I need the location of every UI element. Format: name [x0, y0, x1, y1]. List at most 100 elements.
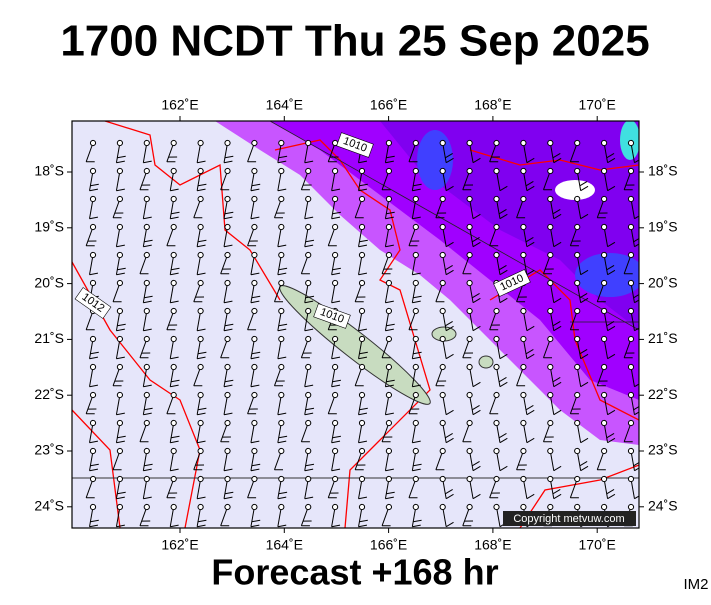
wind-barb: [115, 503, 125, 528]
barb-flag: [277, 328, 287, 332]
barb-station: [493, 391, 500, 399]
wind-barb: [331, 195, 341, 220]
wind-barb: [600, 139, 616, 164]
wind-barb: [439, 391, 454, 416]
wind-barb: [381, 335, 392, 359]
wind-barb: [358, 167, 368, 192]
wind-barb: [600, 223, 616, 248]
barb-station: [547, 363, 554, 371]
wind-barb: [247, 139, 258, 163]
barb-flag: [518, 464, 527, 466]
barb-flag: [331, 216, 341, 220]
barb-flag: [251, 463, 261, 467]
barb-staff: [115, 394, 121, 415]
barb-station: [439, 195, 446, 203]
barb-flag: [223, 160, 233, 164]
barb-station: [466, 195, 473, 203]
barb-station: [170, 503, 177, 511]
barb-flag: [276, 212, 285, 214]
barb-flag: [607, 157, 616, 164]
barb-flag: [386, 323, 395, 327]
wind-barb: [542, 335, 554, 359]
barb-staff: [358, 394, 363, 415]
barb-station: [197, 279, 204, 287]
wind-barb: [142, 139, 152, 164]
barb-station: [251, 139, 258, 147]
barb-staff: [384, 226, 390, 247]
wind-barb: [193, 363, 204, 387]
barb-flag: [491, 492, 500, 494]
wind-barb: [115, 419, 126, 444]
barb-staff: [469, 478, 474, 499]
lat-label: 24˚S: [34, 498, 64, 514]
wind-barb: [304, 139, 314, 164]
wind-barb: [493, 195, 508, 220]
barb-flag: [170, 356, 179, 360]
barb-flag: [526, 437, 535, 444]
barb-flag: [278, 435, 288, 439]
barb-flag: [462, 357, 472, 359]
wind-barb: [600, 419, 616, 444]
barb-staff: [115, 310, 121, 331]
barb-flag: [580, 185, 589, 192]
boundary: [519, 464, 639, 528]
barb-flag: [116, 524, 125, 528]
wind-barb: [142, 279, 153, 304]
barb-staff: [142, 226, 148, 247]
wind-barb: [139, 335, 151, 359]
barb-flag: [143, 412, 152, 416]
barb-flag: [580, 465, 589, 472]
barb-staff: [115, 170, 121, 191]
barb-flag: [358, 188, 368, 192]
barb-station: [520, 167, 527, 175]
barb-flag: [304, 384, 314, 388]
barb-flag: [412, 524, 421, 528]
barb-station: [197, 391, 204, 399]
barb-station: [574, 139, 581, 147]
barb-staff: [250, 282, 255, 303]
barb-station: [385, 139, 392, 147]
wind-barb: [489, 139, 500, 163]
barb-station: [278, 363, 285, 371]
barb-flag: [445, 264, 453, 271]
barb-flag: [114, 212, 124, 214]
lat-label: 20˚S: [34, 274, 64, 290]
barb-staff: [522, 226, 528, 247]
lon-label: 162˚E: [161, 537, 198, 553]
barb-staff: [196, 338, 202, 359]
barb-staff: [411, 366, 417, 387]
wind-barb: [514, 532, 532, 557]
isobar-label-box: [313, 303, 351, 329]
barb-flag: [358, 160, 368, 164]
barb-station: [224, 335, 231, 343]
barb-station: [412, 251, 419, 259]
barb-staff: [381, 254, 390, 274]
barb-flag: [580, 297, 589, 304]
barb-station: [224, 503, 231, 511]
barb-station: [117, 532, 124, 539]
barb-flag: [332, 547, 340, 551]
barb-station: [143, 251, 150, 259]
barb-flag: [472, 157, 481, 164]
barb-staff: [569, 394, 578, 414]
barb-station: [90, 532, 96, 538]
barb-station: [170, 391, 177, 399]
barb-flag: [301, 525, 310, 527]
wind-barb: [462, 419, 473, 443]
barb-station: [412, 503, 419, 511]
barb-staff: [630, 198, 635, 219]
barb-station: [466, 139, 473, 147]
barb-station: [358, 475, 366, 483]
barb-flag: [579, 292, 588, 299]
wind-barb: [600, 167, 616, 192]
barb-station: [385, 391, 392, 399]
barb-station: [520, 419, 527, 427]
lat-label: 19˚S: [648, 219, 678, 235]
wind-barb: [85, 391, 97, 415]
wind-barb: [411, 447, 422, 472]
wind-barb: [439, 475, 454, 500]
wind-barb: [327, 139, 339, 163]
barb-flag: [328, 161, 337, 163]
barb-staff: [331, 422, 336, 443]
barb-station: [385, 363, 392, 371]
